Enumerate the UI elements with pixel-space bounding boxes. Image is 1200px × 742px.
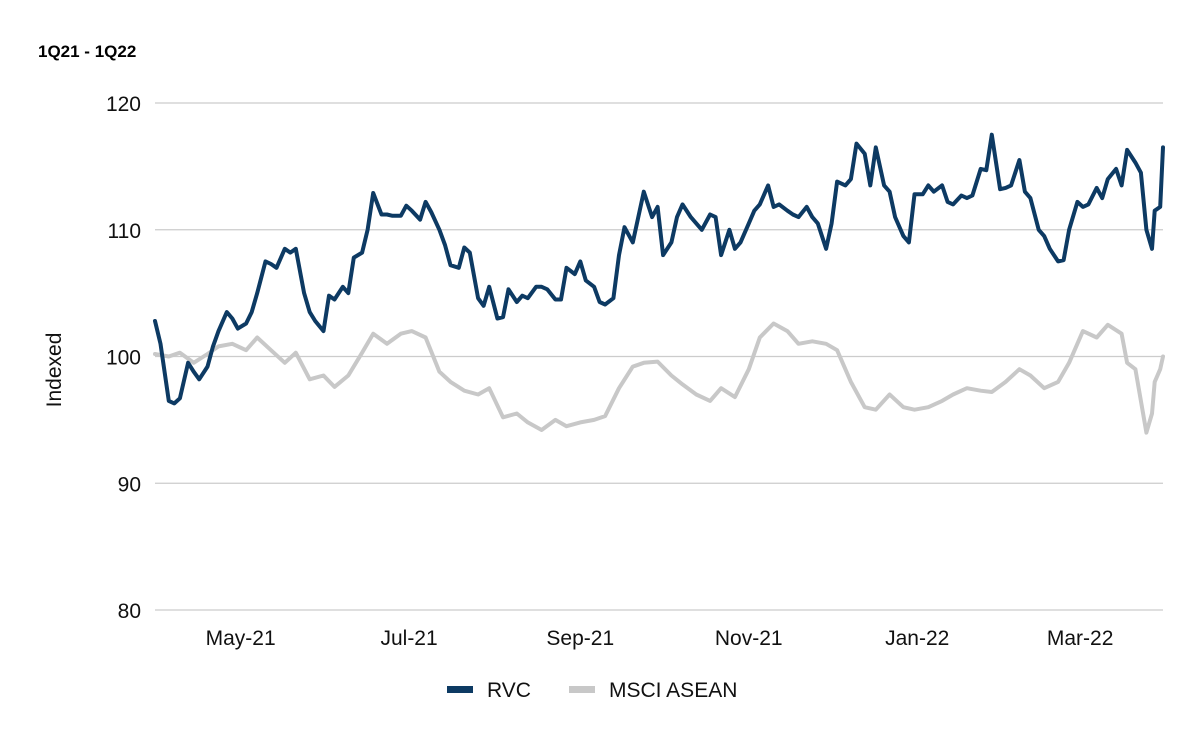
- series-lines: [153, 132, 1165, 435]
- y-tick-100: 100: [106, 347, 141, 370]
- x-tick-Sep-21: Sep-21: [546, 627, 614, 650]
- legend: RVC MSCI ASEAN: [447, 679, 737, 702]
- x-tick-Nov-21: Nov-21: [715, 627, 783, 650]
- series-line-rvc: [153, 132, 1165, 406]
- legend-swatch-msci-asean: [569, 686, 595, 693]
- x-tick-labels: May-21 Jul-21 Sep-21 Nov-21 Jan-22 Mar-22: [206, 627, 1114, 650]
- legend-swatch-rvc: [447, 686, 473, 693]
- legend-label-rvc: RVC: [487, 679, 531, 702]
- y-tick-labels: 80 90 100 110 120: [106, 93, 141, 623]
- gridlines: [155, 102, 1163, 611]
- x-tick-Mar-22: Mar-22: [1047, 627, 1114, 650]
- y-axis-title: Indexed: [43, 333, 66, 408]
- x-tick-Jul-21: Jul-21: [380, 627, 437, 650]
- y-tick-110: 110: [108, 220, 141, 243]
- x-tick-Jan-22: Jan-22: [885, 627, 949, 650]
- series-line-msci-asean: [153, 321, 1165, 435]
- y-tick-90: 90: [118, 473, 141, 496]
- x-tick-May-21: May-21: [206, 627, 276, 650]
- chart-subtitle: 1Q21 - 1Q22: [38, 42, 136, 61]
- y-tick-120: 120: [106, 93, 141, 116]
- legend-label-msci-asean: MSCI ASEAN: [609, 679, 737, 702]
- y-tick-80: 80: [118, 600, 141, 623]
